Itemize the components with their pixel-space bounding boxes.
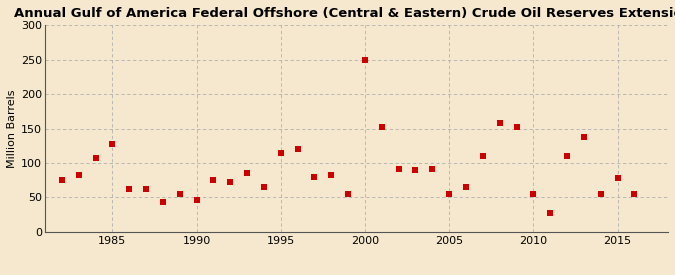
Point (74, 173, 84, 178)
Point (124, 186, 134, 191)
Point (427, 166, 437, 171)
Point (394, 166, 404, 171)
Y-axis label: Million Barrels: Million Barrels (7, 89, 17, 168)
Point (612, 176, 623, 180)
Point (90, 156, 101, 160)
Point (225, 180, 236, 185)
Point (174, 192, 185, 196)
Point (259, 185, 269, 189)
Point (309, 175, 320, 179)
Point (595, 192, 606, 196)
Point (140, 186, 151, 191)
Title: Annual Gulf of America Federal Offshore (Central & Eastern) Crude Oil Reserves E: Annual Gulf of America Federal Offshore … (14, 7, 675, 20)
Point (208, 178, 219, 182)
Point (292, 147, 303, 152)
Point (562, 154, 572, 158)
Point (326, 173, 337, 178)
Point (511, 125, 522, 130)
Point (242, 171, 252, 175)
Point (578, 135, 589, 139)
Point (107, 142, 117, 147)
Point (528, 192, 539, 196)
Point (460, 185, 471, 189)
Point (377, 125, 387, 130)
Point (275, 150, 286, 155)
Point (360, 57, 371, 62)
Point (629, 192, 640, 196)
Point (157, 199, 168, 204)
Point (343, 192, 354, 196)
Point (477, 154, 488, 158)
Point (191, 197, 202, 202)
Point (443, 192, 454, 196)
Point (494, 121, 505, 125)
Point (545, 211, 556, 216)
Point (410, 168, 421, 172)
Point (57, 178, 68, 182)
